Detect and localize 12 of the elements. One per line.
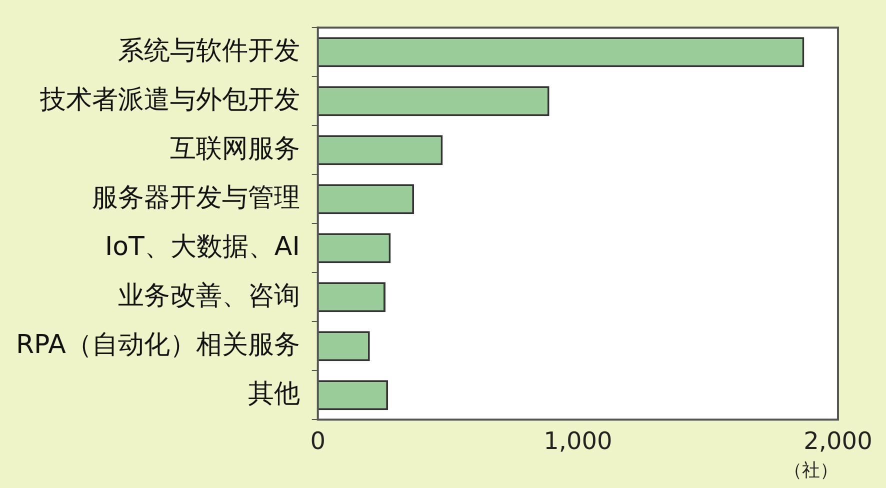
y-tick-label: 业务改善、咨询	[118, 280, 300, 311]
y-tick-label: 服务器开发与管理	[92, 182, 300, 213]
x-tick-label: 2,000	[804, 427, 872, 456]
y-tick-label: 系统与软件开发	[118, 36, 300, 66]
x-tick-label: 1,000	[544, 427, 612, 456]
x-axis-title: （社）	[784, 460, 838, 481]
y-tick-label: 其他	[248, 378, 300, 409]
y-tick-label: RPA（自动化）相关服务	[16, 330, 300, 360]
y-tick-label: IoT、大数据、AI	[104, 232, 300, 262]
y-tick-label: 技术者派遣与外包开发	[38, 84, 300, 115]
x-tick-label: 0	[310, 427, 326, 456]
y-tick-label: 互联网服务	[170, 134, 300, 164]
